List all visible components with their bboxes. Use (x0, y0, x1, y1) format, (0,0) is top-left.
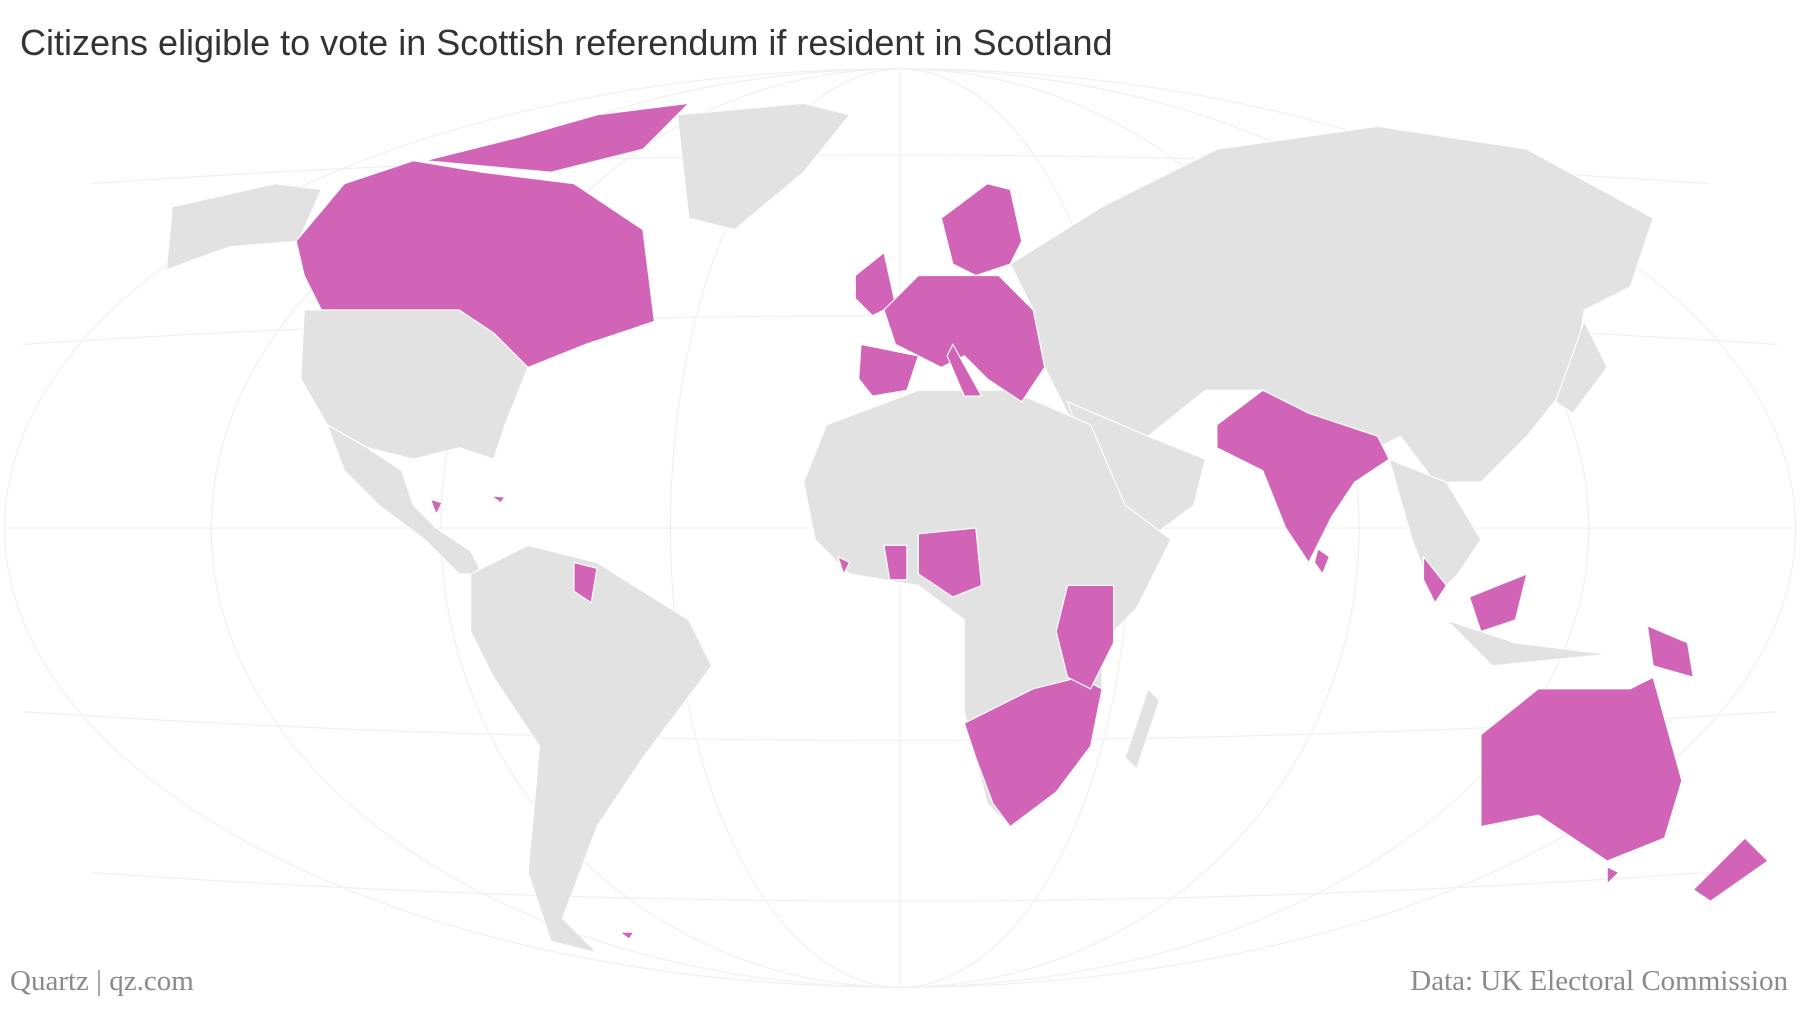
eligible-countries (295, 102, 1769, 940)
land (165, 102, 1654, 954)
credit: Quartz | qz.com (10, 965, 194, 997)
title: Citizens eligible to vote in Scottish re… (20, 22, 1113, 63)
source: Data: UK Electoral Commission (1410, 965, 1788, 997)
